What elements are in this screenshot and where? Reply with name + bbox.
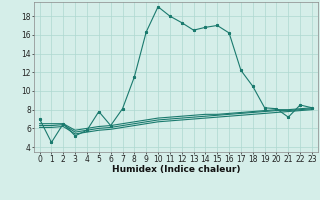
X-axis label: Humidex (Indice chaleur): Humidex (Indice chaleur) (112, 165, 240, 174)
